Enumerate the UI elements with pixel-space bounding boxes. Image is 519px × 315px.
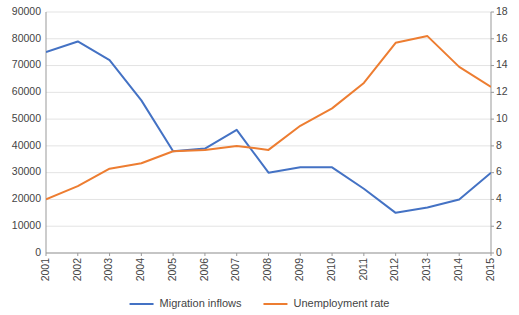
x-tick [332,253,333,256]
y2-axis-line [491,12,492,253]
y-tick-label: 10000 [12,219,41,231]
y-tick-label: 40000 [12,139,41,151]
x-tick [491,253,492,256]
grid-line [46,12,491,13]
x-tick [427,253,428,256]
x-tick [109,253,110,256]
x-tick-label: 2009 [293,258,305,282]
series-line [46,41,491,212]
grid-line [46,199,491,200]
x-tick-label: 2014 [452,258,464,282]
legend-item: Migration inflows [130,297,242,309]
x-tick-label: 2006 [198,258,210,282]
y2-tick [491,119,494,120]
y-axis-line [46,12,47,253]
y2-tick-label: 6 [496,165,502,177]
chart: 0 10000 20000 30000 40000 50000 60000 70000 8000… [0,0,519,315]
y2-tick-label: 8 [496,139,502,151]
y2-tick [491,226,494,227]
legend-label: Migration inflows [160,297,242,309]
y2-tick [491,92,494,93]
y2-tick [491,12,494,13]
y-tick-label: 20000 [12,192,41,204]
y-tick-label: 50000 [12,112,41,124]
x-tick-label: 2007 [229,258,241,282]
x-tick [204,253,205,256]
x-tick [395,253,396,256]
x-tick-label: 2012 [388,258,400,282]
grid-line [46,92,491,93]
y2-tick [491,199,494,200]
y2-tick-label: 14 [496,58,508,70]
x-tick [236,253,237,256]
y2-tick [491,38,494,39]
x-tick-label: 2004 [134,258,146,282]
legend-item: Unemployment rate [263,297,389,309]
y2-tick-label: 4 [496,192,502,204]
y2-tick-label: 10 [496,112,508,124]
y2-tick-label: 0 [496,246,502,258]
x-tick-label: 2001 [39,258,51,282]
grid-line [46,119,491,120]
grid-line [46,38,491,39]
x-tick-label: 2015 [484,258,496,282]
legend-swatch [130,303,154,305]
y-tick-label: 80000 [12,32,41,44]
legend-label: Unemployment rate [293,297,389,309]
grid [46,12,491,253]
x-tick [363,253,364,256]
x-tick-label: 2008 [261,258,273,282]
x-tick-label: 2005 [166,258,178,282]
y2-tick [491,145,494,146]
x-tick-label: 2011 [357,258,369,281]
y2-tick-label: 16 [496,32,508,44]
axes: 0 10000 20000 30000 40000 50000 60000 70000 8000… [12,5,508,282]
x-tick-label: 2010 [325,258,337,282]
y-tick-label: 70000 [12,58,41,70]
x-tick-label: 2002 [71,258,83,282]
x-tick-label: 2013 [420,258,432,282]
y-tick-label: 30000 [12,165,41,177]
x-tick [46,253,47,256]
plot-area [46,36,491,213]
x-tick [459,253,460,256]
x-tick-label: 2003 [102,258,114,282]
y2-tick [491,65,494,66]
x-tick [77,253,78,256]
y2-tick-label: 2 [496,219,502,231]
x-tick [268,253,269,256]
grid-line [46,226,491,227]
x-tick [173,253,174,256]
y2-tick-label: 18 [496,5,508,17]
x-tick [300,253,301,256]
y-tick-label: 90000 [12,5,41,17]
y2-tick-label: 12 [496,85,508,97]
series-line [46,36,491,199]
legend-swatch [263,303,287,305]
y2-tick [491,172,494,173]
grid-line [46,145,491,146]
y-tick-label: 60000 [12,85,41,97]
x-tick [141,253,142,256]
y-tick-label: 0 [35,246,41,258]
legend: Migration inflows Unemployment rate [130,297,390,309]
